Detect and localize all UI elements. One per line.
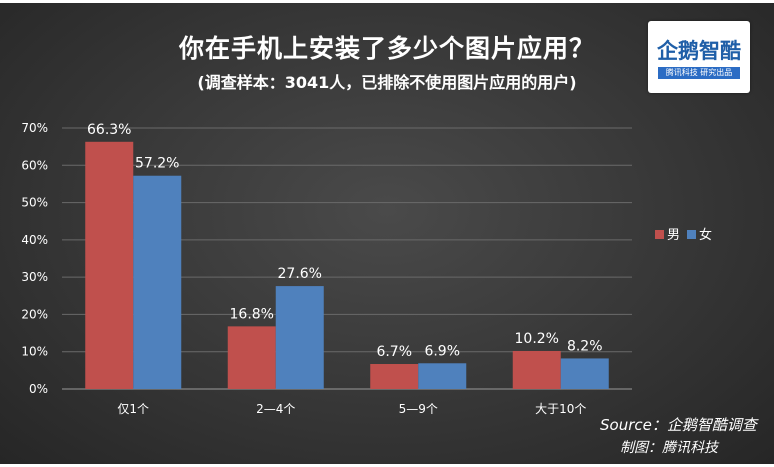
data-label: 10.2% [515, 331, 559, 347]
y-tick-label: 40% [21, 233, 48, 247]
x-tick-label: 大于10个 [535, 402, 586, 416]
y-tick-label: 70% [21, 121, 48, 135]
data-label: 16.8% [230, 306, 274, 322]
legend-label: 男 [667, 228, 680, 243]
y-tick-label: 60% [21, 158, 48, 172]
y-tick-label: 20% [21, 307, 48, 321]
data-label: 66.3% [87, 122, 131, 138]
chart-title: 你在手机上安装了多少个图片应用？ [178, 34, 595, 63]
y-tick-label: 10% [21, 345, 48, 359]
bar-female [418, 363, 467, 389]
data-label: 6.7% [376, 344, 412, 360]
data-label: 8.2% [567, 338, 603, 354]
y-tick-label: 30% [21, 270, 48, 284]
bar-male [227, 326, 276, 389]
x-tick-label: 5—9个 [399, 402, 438, 416]
x-tick-label: 仅1个 [117, 402, 149, 416]
legend-swatch [687, 230, 696, 239]
bar-male [512, 350, 561, 389]
logo-name: 企鹅智酷 [657, 39, 741, 63]
chart-subtitle: (调查样本：3041人，已排除不使用图片应用的用户) [197, 73, 577, 92]
legend-label: 女 [699, 227, 712, 243]
bar-female [133, 175, 182, 389]
bar-male [85, 141, 134, 389]
source-note: Source：企鹅智酷调查 [600, 416, 757, 434]
data-label: 27.6% [278, 266, 322, 282]
bar-chart: 0% 10% 20% 30% 40% 50% 60% 70% 66.3% 57.2% 仅1个 16.8… [21, 121, 712, 416]
credit-note: 制图：腾讯科技 [620, 440, 718, 456]
bar-female [275, 286, 324, 389]
bar-female [560, 358, 609, 389]
y-tick-label: 50% [21, 196, 48, 210]
data-label: 6.9% [424, 343, 460, 359]
y-tick-label: 0% [29, 382, 48, 396]
legend-swatch [655, 230, 664, 239]
logo: 企鹅智酷 腾讯科技 研究出品 [648, 21, 750, 93]
data-label: 57.2% [135, 156, 179, 172]
x-tick-label: 2—4个 [256, 402, 295, 416]
logo-tagline: 腾讯科技 研究出品 [658, 67, 740, 79]
bar-male [370, 364, 419, 389]
